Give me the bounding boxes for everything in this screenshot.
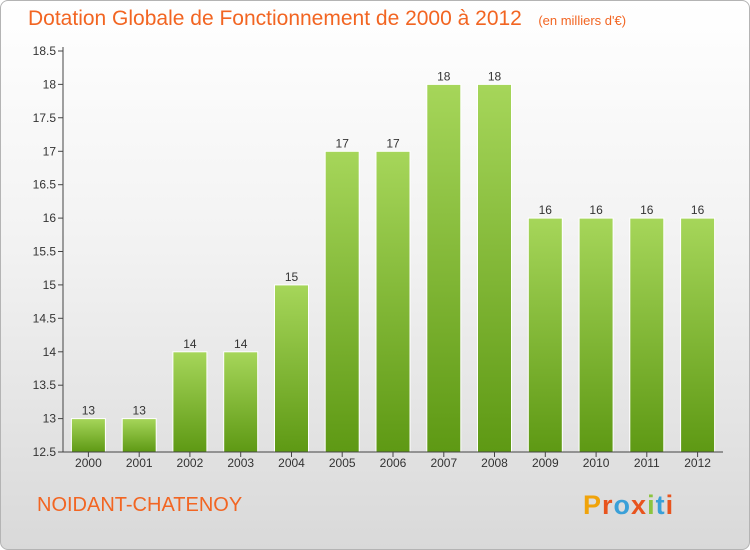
y-tick-label: 15	[43, 278, 57, 292]
bars-layer: 13 13 14 14 15 17 17 18 18 16 16 16 16	[70, 69, 716, 453]
bar-2006	[375, 150, 411, 453]
y-tick-label: 14.5	[33, 311, 57, 325]
bar-2002	[172, 351, 208, 453]
logo-letter: o	[613, 490, 632, 520]
logo-letter: i	[665, 490, 675, 520]
data-label-2005: 17	[336, 136, 350, 150]
bar-2004	[274, 284, 309, 453]
x-tick-label-2006: 2006	[380, 456, 407, 470]
x-tick-label-2012: 2012	[684, 456, 711, 470]
proxiti-logo[interactable]: Proxiti	[583, 490, 674, 521]
x-tick-label-2010: 2010	[583, 456, 610, 470]
y-tick-label: 12.5	[33, 445, 57, 459]
data-label-2012: 16	[691, 203, 705, 217]
data-label-2002: 14	[183, 337, 197, 351]
y-tick-label: 18	[43, 77, 57, 91]
y-tick-label: 13	[43, 412, 57, 426]
data-label-2011: 16	[640, 203, 654, 217]
bar-2005	[324, 150, 360, 453]
data-label-2001: 13	[133, 404, 147, 418]
y-tick-label: 13.5	[33, 378, 57, 392]
bar-2010	[578, 217, 614, 453]
chart-title: Dotation Globale de Fonctionnement de 20…	[28, 7, 522, 30]
y-tick-label: 17.5	[33, 111, 57, 125]
x-tick-label-2008: 2008	[481, 456, 508, 470]
data-label-2003: 14	[234, 337, 248, 351]
x-tick-label-2011: 2011	[634, 456, 660, 470]
data-label-2009: 16	[539, 203, 553, 217]
logo-letter: t	[655, 490, 666, 520]
title-row: Dotation Globale de Fonctionnement de 20…	[28, 7, 626, 31]
commune-name: NOIDANT-CHATENOY	[37, 494, 243, 516]
logo-letter: x	[631, 490, 648, 520]
x-tick-label-2005: 2005	[329, 456, 356, 470]
x-tick-label-2009: 2009	[532, 456, 559, 470]
y-tick-label: 18.5	[33, 44, 57, 58]
bar-2008	[477, 83, 512, 453]
x-tick-label-2001: 2001	[126, 456, 153, 470]
bar-2011	[629, 217, 665, 453]
y-tick-label: 15.5	[33, 245, 57, 259]
data-label-2007: 18	[437, 69, 451, 83]
x-tick-label-2003: 2003	[227, 456, 254, 470]
data-label-2008: 18	[488, 69, 502, 83]
y-tick-label: 17	[43, 144, 57, 158]
chart-subtitle: (en milliers d'€)	[538, 13, 627, 28]
data-label-2006: 17	[386, 136, 400, 150]
x-tick-label-2004: 2004	[278, 456, 305, 470]
data-label-2004: 15	[285, 270, 299, 284]
bar-2012	[680, 217, 716, 453]
y-tick-label: 16	[43, 211, 57, 225]
y-tick-label: 14	[43, 345, 57, 359]
data-label-2000: 13	[82, 404, 96, 418]
data-label-2010: 16	[589, 203, 603, 217]
logo-letter: r	[602, 490, 614, 520]
logo-letter: i	[647, 490, 656, 520]
bar-2001	[121, 418, 157, 453]
logo-letter: P	[583, 490, 603, 520]
x-tick-label-2000: 2000	[75, 456, 102, 470]
bar-2000	[70, 418, 106, 453]
axes-layer: 12.5 13 13.5 14 14.5 15 15.5 16 16.5 17 17.5 18 18.5…	[33, 44, 723, 470]
bar-2007	[426, 83, 462, 453]
y-tick-label: 16.5	[33, 178, 57, 192]
x-tick-label-2002: 2002	[177, 456, 204, 470]
bar-2009	[527, 217, 563, 453]
x-tick-label-2007: 2007	[430, 456, 457, 470]
bar-2003	[223, 351, 259, 453]
